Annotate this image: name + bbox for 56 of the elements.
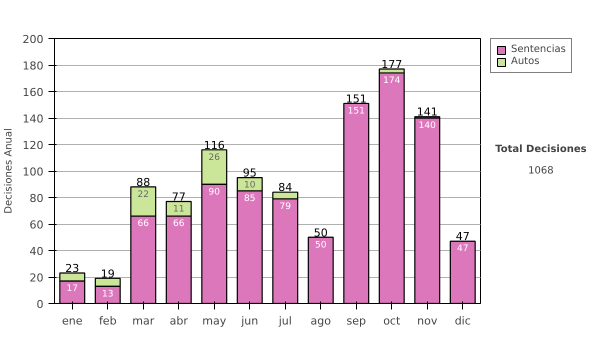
x-tick-label: nov [417,314,438,328]
data-label: 11 [173,204,184,214]
y-tick-label: 40 [30,245,44,258]
data-label: 66 [173,219,185,230]
x-tick-label: jun [240,314,258,328]
x-tick-label: dic [454,314,471,328]
total-label: 19 [100,267,115,280]
data-label: 47 [457,244,468,254]
x-tick-label: mar [132,314,155,328]
data-label: 10 [244,180,256,191]
x-tick-label: feb [98,314,117,328]
x-tick-label: jul [278,314,292,328]
data-label: 13 [102,289,114,300]
y-tick-label: 60 [30,218,44,232]
x-tick-label: sep [346,314,366,328]
total-label: 141 [416,106,438,119]
x-tick-label: ene [62,314,83,328]
y-tick-label: 80 [30,192,44,205]
y-tick-label: 180 [22,60,44,72]
y-tick-label: 160 [22,86,44,99]
data-label: 90 [208,187,220,198]
data-label: 140 [418,121,436,131]
data-label: 17 [66,284,78,294]
data-label: 26 [208,152,220,163]
data-label: 79 [280,202,292,212]
total-label: 177 [381,58,402,71]
x-tick-label: oct [383,314,401,328]
text: Total Decisiones [495,144,587,156]
data-label: 22 [138,190,149,200]
y-axis-title: Decisiones Anual [4,128,15,214]
total-label: 23 [65,262,80,276]
x-tick-label: abr [170,314,188,328]
data-label: 85 [244,194,256,204]
y-tick-label: 20 [30,272,44,284]
total-label: 95 [242,166,257,180]
y-tick-label: 140 [22,112,44,126]
data-label: 66 [138,219,150,230]
total-label: 88 [136,176,150,189]
y-tick-label: 200 [22,33,44,46]
x-tick-label: ago [310,314,332,328]
data-label: 174 [383,76,401,86]
x-tick-label: may [202,314,227,328]
y-tick-label: 0 [36,298,44,311]
legend-label: Sentencias [511,44,566,55]
text: 1068 [528,166,554,177]
total-label: 47 [456,230,470,244]
y-tick-label: 100 [22,166,44,178]
legend-label: Autos [511,56,540,67]
total-label: 116 [204,138,225,152]
total-label: 151 [346,92,367,106]
total-label: 84 [278,181,292,194]
total-label: 50 [314,226,328,240]
data-label: 50 [315,240,327,250]
data-label: 151 [348,106,365,116]
total-label: 77 [172,190,186,204]
y-tick-label: 120 [22,139,44,152]
